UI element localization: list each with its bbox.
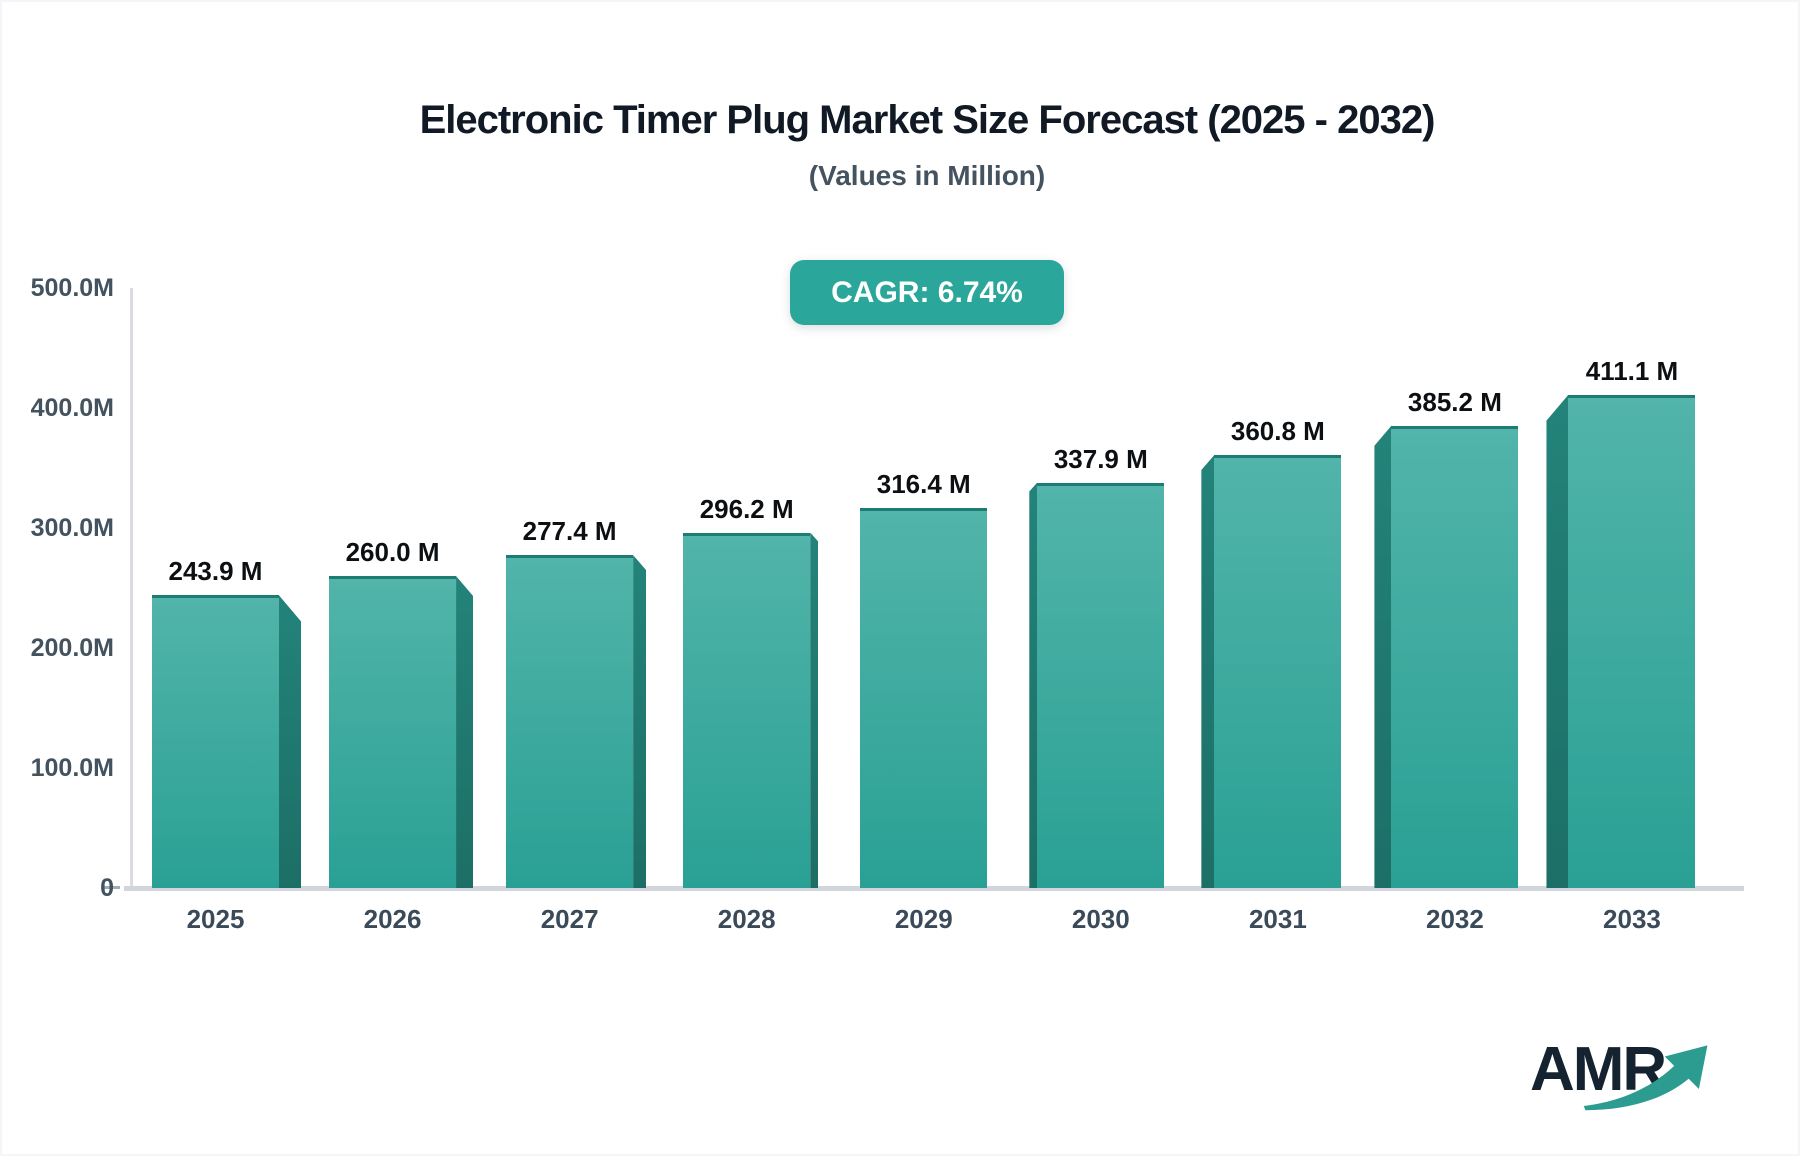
bar-2029 bbox=[860, 508, 988, 888]
zero-tick-mark bbox=[103, 886, 120, 889]
bar-side-2030 bbox=[1029, 482, 1038, 888]
bar-side-2033 bbox=[1546, 394, 1569, 888]
bar-2032 bbox=[1391, 425, 1519, 888]
x-tick-label-2026: 2026 bbox=[363, 904, 422, 934]
bar-value-label-2033: 411.1 M bbox=[1585, 355, 1679, 386]
bar-2026 bbox=[329, 576, 457, 888]
y-axis-line bbox=[130, 288, 133, 889]
bar-value-label-2030: 337.9 M bbox=[1053, 443, 1148, 474]
bar-side-2028 bbox=[810, 532, 819, 888]
bar-value-label-2027: 277.4 M bbox=[522, 516, 617, 547]
bar-side-2026 bbox=[456, 576, 474, 888]
bar-value-label-2029: 316.4 M bbox=[876, 469, 971, 500]
bar-value-label-2026: 260.0 M bbox=[345, 537, 440, 567]
bar-side-2027 bbox=[633, 555, 647, 888]
y-tick-label-500.0M: 500.0M bbox=[30, 274, 114, 302]
bar-2030 bbox=[1037, 482, 1165, 888]
bar-2027 bbox=[506, 555, 634, 888]
bar-2031 bbox=[1214, 455, 1342, 888]
y-tick-label-300.0M: 300.0M bbox=[30, 514, 114, 542]
y-tick-label-0: 0 bbox=[100, 874, 114, 902]
growth-arrow-icon bbox=[1583, 1045, 1708, 1111]
bar-value-label-2032: 385.2 M bbox=[1407, 386, 1502, 417]
x-tick-label-2031: 2031 bbox=[1248, 904, 1307, 934]
x-axis-line bbox=[124, 886, 1744, 891]
bar-2028 bbox=[683, 532, 811, 888]
chart-subtitle: (Values in Million) bbox=[808, 160, 1046, 191]
x-tick-label-2029: 2029 bbox=[894, 904, 953, 934]
x-tick-label-2033: 2033 bbox=[1603, 904, 1661, 934]
bar-2025 bbox=[152, 595, 279, 888]
x-tick-label-2027: 2027 bbox=[540, 904, 599, 934]
bar-side-2032 bbox=[1374, 425, 1392, 888]
bar-side-2025 bbox=[279, 595, 301, 888]
x-tick-label-2028: 2028 bbox=[717, 904, 776, 934]
bar-value-label-2028: 296.2 M bbox=[699, 493, 794, 524]
bar-value-label-2025: 243.9 M bbox=[168, 556, 263, 587]
cagr-badge: CAGR: 6.74% bbox=[790, 260, 1064, 325]
bar-value-label-2031: 360.8 M bbox=[1230, 416, 1325, 447]
y-tick-label-400.0M: 400.0M bbox=[30, 394, 114, 422]
x-tick-label-2032: 2032 bbox=[1425, 904, 1484, 934]
amr-logo: AMR bbox=[1530, 1030, 1730, 1120]
bar-2033 bbox=[1568, 394, 1696, 888]
y-tick-label-200.0M: 200.0M bbox=[30, 634, 114, 662]
y-tick-label-100.0M: 100.0M bbox=[30, 754, 114, 782]
chart-title: Electronic Timer Plug Market Size Foreca… bbox=[419, 98, 1436, 142]
x-tick-label-2025: 2025 bbox=[186, 904, 245, 934]
x-tick-label-2030: 2030 bbox=[1071, 904, 1130, 934]
bar-side-2031 bbox=[1201, 455, 1215, 888]
